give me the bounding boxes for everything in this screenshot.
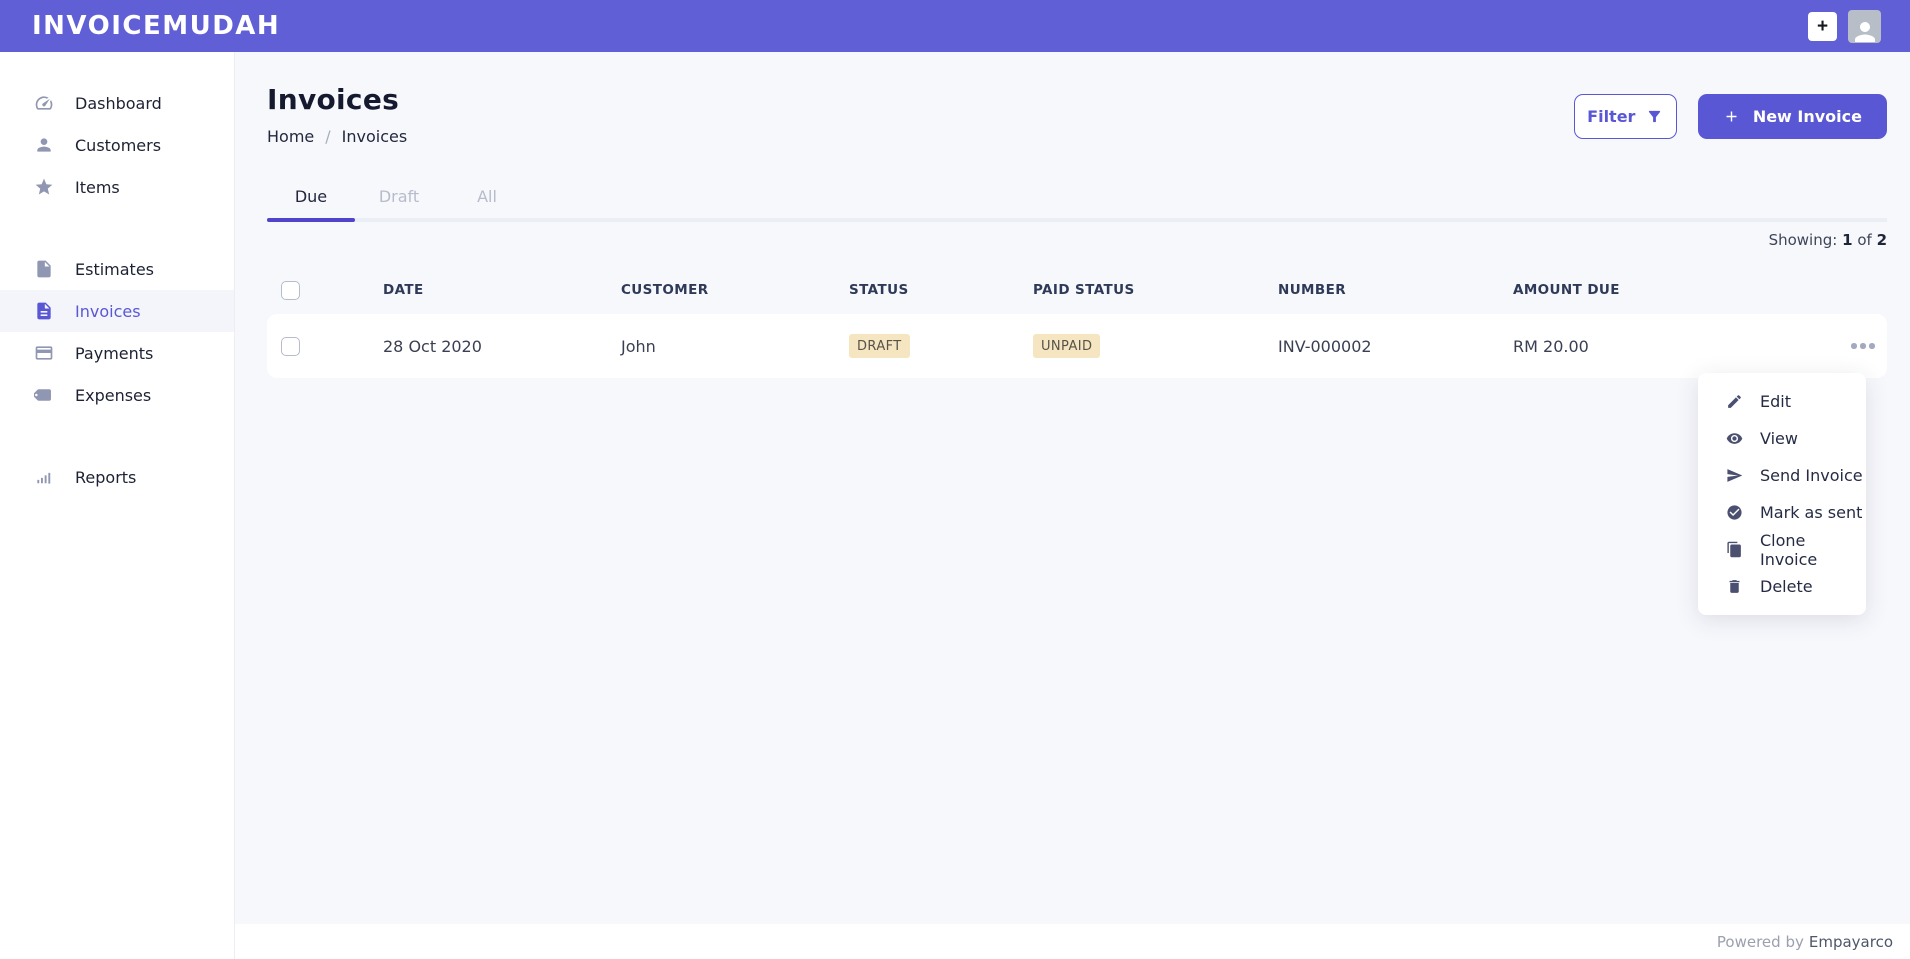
invoice-tabs: Due Draft All [267, 187, 1887, 222]
clone-icon [1726, 541, 1743, 558]
sidebar-item-reports[interactable]: Reports [0, 456, 234, 498]
menu-item-mark-as-sent[interactable]: Mark as sent [1698, 494, 1866, 531]
sidebar-item-label: Invoices [75, 301, 141, 321]
file-icon [34, 259, 54, 279]
row-checkbox[interactable] [281, 336, 300, 356]
user-avatar[interactable] [1848, 9, 1881, 43]
sidebar-item-customers[interactable]: Customers [0, 124, 234, 166]
sidebar-item-label: Dashboard [75, 93, 162, 113]
menu-item-label: Send Invoice [1760, 466, 1863, 485]
plus-icon [1726, 111, 1737, 122]
check-circle-icon [1726, 504, 1743, 521]
sidebar-item-label: Payments [75, 343, 154, 363]
sidebar-item-expenses[interactable]: Expenses [0, 374, 234, 416]
sidebar-item-invoices[interactable]: Invoices [0, 290, 234, 332]
menu-item-label: Clone Invoice [1760, 530, 1818, 569]
breadcrumb-home[interactable]: Home [267, 127, 315, 146]
sidebar-item-label: Reports [75, 467, 137, 487]
pencil-icon [1726, 393, 1743, 410]
page-title: Invoices [267, 83, 400, 116]
showing-prefix: Showing: [1768, 231, 1838, 249]
sidebar-item-dashboard[interactable]: Dashboard [0, 82, 234, 124]
column-header-status: STATUS [849, 282, 909, 298]
menu-item-edit[interactable]: Edit [1698, 383, 1866, 420]
cell-amount-due: RM 20.00 [1513, 336, 1589, 356]
bar-chart-icon [34, 467, 54, 487]
column-header-customer: CUSTOMER [621, 282, 709, 298]
trash-icon [1726, 578, 1743, 595]
topbar-actions: + [1808, 9, 1881, 43]
user-silhouette-icon [1854, 21, 1875, 42]
new-invoice-button-label: New Invoice [1752, 107, 1862, 126]
sidebar-item-estimates[interactable]: Estimates [0, 248, 234, 290]
column-header-date: DATE [383, 282, 424, 298]
tab-all[interactable]: All [477, 187, 497, 206]
column-header-amount-due: AMOUNT DUE [1513, 282, 1620, 298]
showing-of: of [1857, 231, 1872, 249]
row-actions-menu-button[interactable] [1839, 337, 1887, 355]
footer: Powered by Empayarco [235, 924, 1910, 959]
sidebar-group-gap [0, 416, 234, 456]
menu-item-label: Edit [1760, 392, 1791, 411]
cell-number: INV-000002 [1278, 336, 1372, 356]
main-content: Invoices Home / Invoices Filter New Invo… [235, 52, 1910, 924]
eye-icon [1726, 430, 1743, 447]
select-all-checkbox[interactable] [281, 280, 300, 300]
row-context-menu: Edit View Send Invoice Mark as sent [1698, 373, 1866, 615]
sidebar-item-items[interactable]: Items [0, 166, 234, 208]
breadcrumb-separator: / [325, 127, 331, 146]
breadcrumb: Home / Invoices [267, 127, 1887, 146]
column-header-number: NUMBER [1278, 282, 1347, 298]
menu-item-send-invoice[interactable]: Send Invoice [1698, 457, 1866, 494]
sidebar-item-payments[interactable]: Payments [0, 332, 234, 374]
credit-card-icon [34, 343, 54, 363]
file-text-icon [34, 301, 54, 321]
menu-item-label: Mark as sent [1760, 503, 1863, 522]
cell-date: 28 Oct 2020 [383, 336, 482, 356]
menu-item-label: Delete [1760, 577, 1813, 596]
footer-brand-link[interactable]: Empayarco [1808, 932, 1893, 951]
tag-icon [34, 385, 54, 405]
tab-due[interactable]: Due [267, 187, 355, 222]
filter-button-label: Filter [1587, 107, 1636, 126]
page-actions: Filter New Invoice [1573, 94, 1887, 139]
sidebar-item-label: Expenses [75, 385, 152, 405]
new-invoice-button[interactable]: New Invoice [1697, 94, 1887, 139]
topbar: INVOICEMUDAH + [0, 0, 1910, 52]
customers-icon [34, 135, 54, 155]
sidebar: Dashboard Customers Items Estimates Invo… [0, 52, 235, 959]
table-row[interactable]: 28 Oct 2020 John DRAFT UNPAID INV-000002… [267, 314, 1887, 378]
sidebar-item-label: Estimates [75, 259, 155, 279]
menu-item-label: View [1760, 429, 1798, 448]
column-header-paid-status: PAID STATUS [1033, 282, 1135, 298]
showing-total: 2 [1876, 231, 1887, 249]
sidebar-item-label: Items [75, 177, 120, 197]
showing-count: Showing: 1 of 2 [267, 231, 1887, 249]
filter-button[interactable]: Filter [1573, 94, 1677, 139]
app-logo[interactable]: INVOICEMUDAH [32, 11, 281, 41]
paid-status-badge: UNPAID [1033, 334, 1101, 358]
quick-add-button[interactable]: + [1808, 11, 1837, 41]
menu-item-clone-invoice[interactable]: Clone Invoice [1698, 530, 1866, 569]
dashboard-icon [34, 93, 54, 113]
breadcrumb-current[interactable]: Invoices [341, 127, 408, 146]
table-header: DATE CUSTOMER STATUS PAID STATUS NUMBER … [267, 278, 1887, 302]
showing-current: 1 [1842, 231, 1853, 249]
sidebar-item-label: Customers [75, 135, 162, 155]
tab-draft[interactable]: Draft [378, 187, 420, 206]
send-icon [1726, 467, 1743, 484]
menu-item-view[interactable]: View [1698, 420, 1866, 457]
cell-customer: John [621, 336, 656, 356]
menu-item-delete[interactable]: Delete [1698, 568, 1866, 605]
star-icon [34, 177, 54, 197]
powered-by-text: Powered by [1716, 932, 1804, 951]
sidebar-group-gap [0, 208, 234, 248]
status-badge: DRAFT [849, 334, 910, 358]
funnel-icon [1649, 110, 1661, 123]
